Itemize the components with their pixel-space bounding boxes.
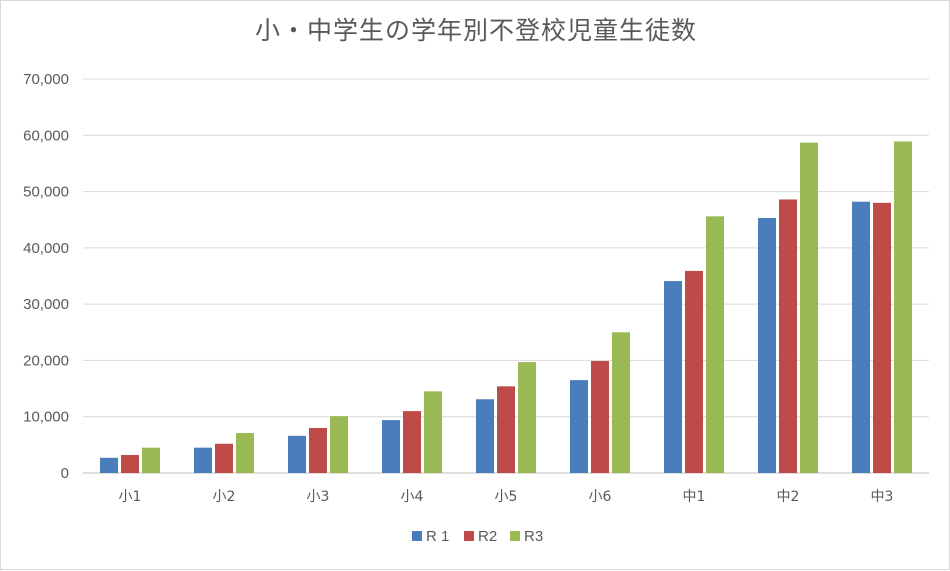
- x-tick-label: 小4: [401, 489, 424, 505]
- y-tick-label: 50,000: [23, 184, 69, 201]
- bar-r3: [330, 416, 348, 473]
- x-tick-label: 小2: [213, 489, 236, 505]
- x-tick-label: 小5: [495, 489, 518, 505]
- bar-r3: [612, 332, 630, 473]
- chart-title: 小・中学生の学年別不登校児童生徒数: [254, 16, 697, 45]
- x-tick-label: 小6: [589, 489, 612, 505]
- bar-r1: [288, 435, 306, 473]
- bar-r3: [424, 391, 442, 473]
- legend-label: R3: [524, 528, 543, 545]
- bar-r1: [664, 281, 682, 473]
- bar-r1: [758, 218, 776, 473]
- bar-r2: [309, 427, 327, 473]
- x-tick-label: 中2: [777, 489, 800, 505]
- bar-r1: [194, 447, 212, 473]
- bar-r2: [591, 360, 609, 473]
- bar-r1: [382, 420, 400, 473]
- y-tick-label: 60,000: [23, 127, 69, 144]
- bar-r3: [706, 216, 724, 473]
- y-tick-label: 10,000: [23, 409, 69, 426]
- bar-r1: [100, 457, 118, 473]
- legend-swatch: [464, 531, 474, 541]
- bar-r3: [800, 142, 818, 474]
- y-tick-label: 40,000: [23, 240, 69, 257]
- bar-r2: [215, 443, 233, 473]
- legend-label: R2: [478, 528, 497, 545]
- bar-r2: [403, 411, 421, 473]
- x-tick-label: 中1: [683, 489, 706, 505]
- bar-r1: [852, 201, 870, 473]
- x-tick-label: 小3: [307, 489, 330, 505]
- bar-r1: [476, 399, 494, 473]
- bar-r3: [518, 362, 536, 473]
- legend-swatch: [412, 531, 422, 541]
- bar-r2: [873, 202, 891, 474]
- legend-label: R 1: [426, 528, 449, 545]
- bar-r3: [142, 447, 160, 473]
- x-tick-label: 中3: [871, 489, 894, 505]
- bar-r2: [685, 270, 703, 473]
- bar-r2: [497, 386, 515, 473]
- bar-r2: [121, 454, 139, 473]
- y-tick-label: 0: [61, 465, 69, 482]
- bar-r1: [570, 380, 588, 473]
- y-tick-label: 30,000: [23, 296, 69, 313]
- bar-r2: [779, 199, 797, 474]
- y-tick-label: 70,000: [23, 71, 69, 88]
- x-tick-label: 小1: [119, 489, 142, 505]
- y-tick-label: 20,000: [23, 352, 69, 369]
- bar-r3: [236, 433, 254, 473]
- bar-r3: [894, 141, 912, 473]
- legend-swatch: [510, 531, 520, 541]
